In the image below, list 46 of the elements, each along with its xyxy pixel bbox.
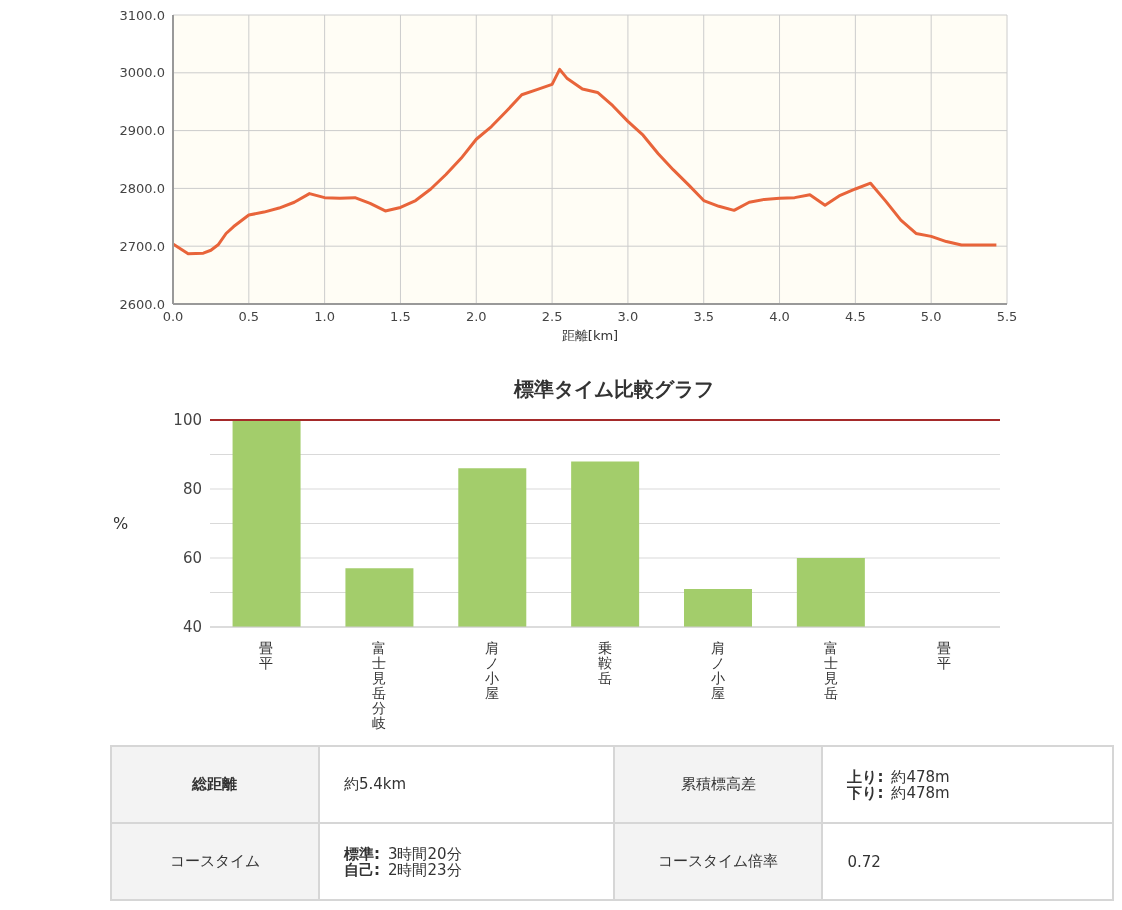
x-tick-label: 富士見岳分岐	[372, 640, 387, 731]
x-tick-label: 1.0	[314, 309, 335, 325]
x-tick-label: 4.5	[845, 309, 866, 325]
x-tick-label: 2.0	[465, 309, 487, 325]
text: 標準:	[343, 844, 381, 863]
text: 0.72	[822, 823, 1113, 900]
line-series	[173, 67, 998, 256]
x-tick-label: 畳平	[259, 640, 274, 671]
text: 総距離	[111, 746, 319, 823]
text: 累積標高差	[614, 746, 823, 823]
x-tick-label: 肩ノ小屋	[710, 640, 725, 701]
x-tick-label: 3.0	[617, 309, 639, 325]
y-tick-label: 100	[173, 411, 202, 430]
y-tick-label: 80	[182, 480, 202, 499]
text: コースタイム	[111, 823, 319, 900]
x-tick-label: 5.5	[996, 309, 1018, 325]
x-tick-label: 0.5	[238, 309, 260, 325]
y-tick-label: 2800.0	[119, 181, 165, 197]
x-tick-label: 2.5	[541, 309, 563, 325]
text: コースタイム倍率	[614, 823, 823, 900]
x-tick-label: 5.0	[920, 309, 942, 325]
y-tick-label: 60	[182, 549, 202, 568]
x-tick-label: 乗鞍岳	[598, 640, 612, 686]
x-tick-label: 4.0	[769, 309, 790, 325]
text: 約478m	[891, 767, 950, 786]
y-tick-label: 2600.0	[119, 296, 165, 312]
y-tick-label: 3000.0	[119, 65, 165, 81]
y-axis-title: %	[113, 514, 129, 534]
y-tick-label: 2900.0	[119, 123, 165, 139]
text: 2時間23分	[387, 860, 462, 879]
text: 自己:	[343, 860, 381, 879]
text: 3時間20分	[387, 844, 462, 863]
y-tick-label: 3100.0	[119, 7, 165, 23]
chart-title: 標準タイム比較グラフ	[512, 376, 715, 403]
text: 約5.4km	[318, 746, 615, 823]
x-tick-label: 0.0	[162, 309, 184, 325]
x-tick-label: 3.5	[693, 309, 715, 325]
x-tick-label: 肩ノ小屋	[485, 640, 500, 701]
y-tick-label: 2700.0	[119, 238, 165, 254]
x-tick-label: 富士見岳	[823, 640, 838, 701]
text: 上り:	[847, 767, 885, 786]
x-tick-label: 畳平	[936, 640, 951, 671]
text: 約478m	[891, 783, 950, 802]
y-tick-label: 40	[182, 618, 202, 637]
x-tick-label: 1.5	[390, 309, 411, 325]
x-axis-title: 距離[km]	[561, 328, 619, 343]
